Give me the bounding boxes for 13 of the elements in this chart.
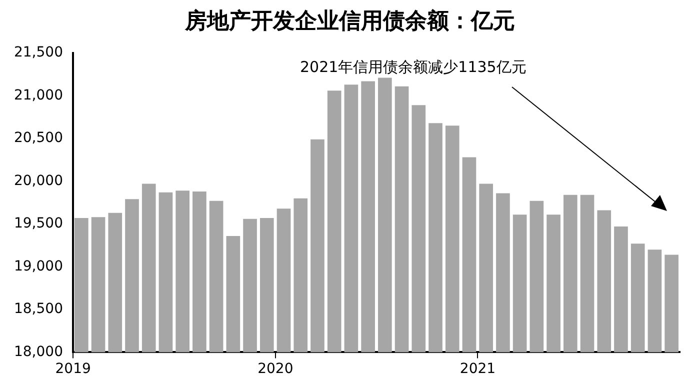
x-tick-label: 2019 — [55, 361, 91, 378]
y-tick-label: 20,500 — [14, 130, 63, 146]
y-tick-label: 20,000 — [14, 172, 63, 189]
x-tick-label: 2021 — [460, 361, 496, 378]
chart-title: 房地产开发企业信用债余额：亿元 — [184, 7, 516, 36]
y-tick-label: 18,000 — [14, 344, 63, 360]
y-tick-label: 19,500 — [14, 216, 63, 232]
y-tick-label: 21,500 — [14, 44, 63, 61]
y-tick-label: 19,000 — [14, 258, 63, 274]
annotation: 2021年信用债余额减少1135亿元 — [300, 58, 526, 77]
y-tick-label: 21,000 — [14, 87, 63, 104]
y-tick-label: 18,500 — [14, 301, 63, 318]
x-tick-label: 2020 — [258, 361, 294, 378]
